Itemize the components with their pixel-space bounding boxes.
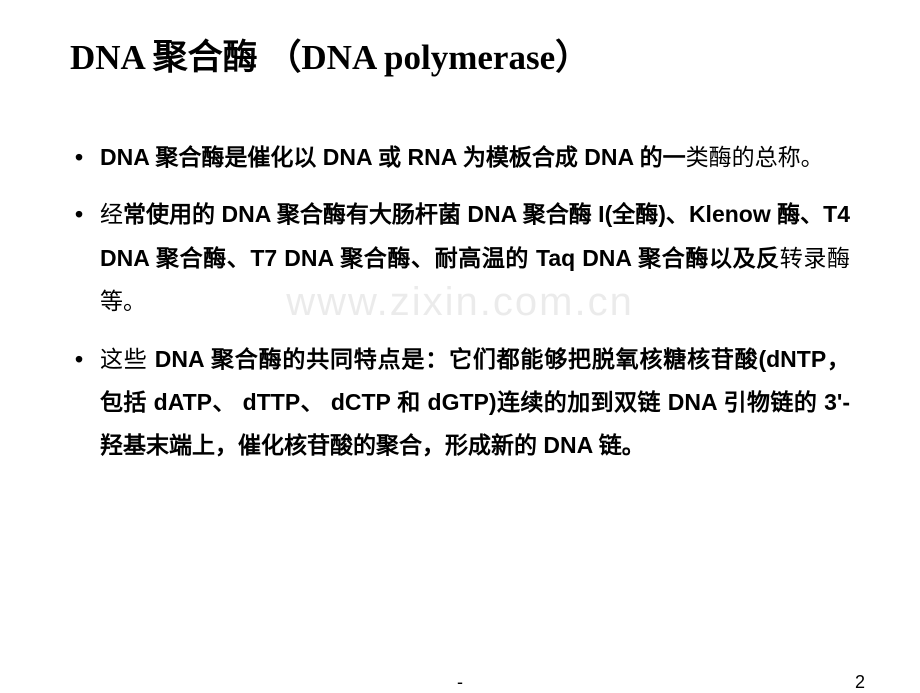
bullet3-mid: DNA 聚合酶的共同特点是：它 (148, 346, 473, 372)
bullet-list: DNA 聚合酶是催化以 DNA 或 RNA 为模板合成 DNA 的一类酶的总称。… (70, 136, 850, 467)
bullet-item-3: 这些 DNA 聚合酶的共同特点是：它们都能够把脱氧核糖核苷酸(dNTP，包括 d… (70, 338, 850, 467)
bullet1-text-tail: 类酶的总称。 (686, 145, 824, 170)
bullet1-text-bold: DNA 聚合酶是催化以 DNA 或 RNA 为模板合成 DNA 的一 (100, 144, 686, 170)
bullet-item-1: DNA 聚合酶是催化以 DNA 或 RNA 为模板合成 DNA 的一类酶的总称。 (70, 136, 850, 180)
bullet2-body: 常使用的 DNA 聚合酶有大肠杆菌 DNA 聚合酶 I(全酶)、Klenow 酶… (100, 201, 850, 271)
slide-title: DNA 聚合酶 （DNA polymerase） (70, 35, 850, 81)
slide: DNA 聚合酶 （DNA polymerase） DNA 聚合酶是催化以 DNA… (0, 0, 920, 690)
bullet-item-2: 经常使用的 DNA 聚合酶有大肠杆菌 DNA 聚合酶 I(全酶)、Klenow … (70, 193, 850, 324)
bullet3-head: 这些 (100, 347, 148, 372)
bullet2-head: 经 (100, 202, 123, 227)
